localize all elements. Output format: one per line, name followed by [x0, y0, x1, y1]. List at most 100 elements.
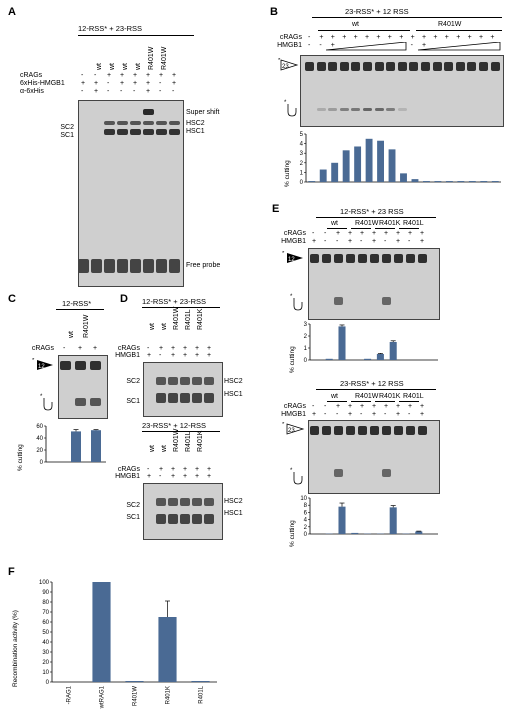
panel-c-hairpin-band — [90, 398, 101, 406]
panel-a-antihis-sign-6: - — [159, 88, 162, 95]
panel-a-supershift-label: Super shift — [186, 109, 220, 116]
panel-d-crags-sign-1: + — [159, 345, 164, 352]
panel-e-hmgb1-sign-9: + — [420, 411, 425, 418]
panel-d-lane-4: R401K — [197, 308, 204, 330]
panel-e-bottom-title: 23-RSS* + 12 RSS — [340, 379, 404, 388]
panel-e-group-1: R401W — [355, 220, 379, 227]
panel-c-crags-sign-1: + — [78, 345, 83, 352]
panel-b-hmgb1-sign-1: - — [319, 42, 322, 49]
svg-text:*: * — [278, 58, 281, 64]
panel-d-sc1-band — [180, 393, 190, 403]
panel-b-substrate-band — [490, 62, 500, 71]
svg-text:*: * — [284, 100, 287, 106]
panel-e-hmgb1-sign-5: + — [372, 411, 377, 418]
panel-b-crags-sign-13: + — [456, 34, 461, 41]
panel-b-crags-sign-9: + — [410, 34, 415, 41]
panel-e-group-0: wt — [331, 393, 338, 400]
panel-e-substrate-band — [322, 426, 331, 435]
panel-f-ytick-label-5: 50 — [42, 630, 49, 636]
panel-a-title-rule — [78, 35, 194, 36]
panel-e-top-title: 12-RSS* + 23 RSS — [340, 207, 404, 216]
panel-e-top-chart: 0 1 2 3 — [304, 322, 438, 364]
panel-d-hmgb1-sign-0: + — [147, 352, 152, 359]
panel-b-crags-sign-16: + — [490, 34, 495, 41]
panel-e-group-rule-1 — [351, 228, 371, 229]
panel-b-titration-wedges — [326, 42, 501, 51]
panel-b-probe-label: 23 — [282, 64, 289, 70]
panel-e-hmgb1-sign-6: - — [384, 411, 387, 418]
panel-a-variant-4: R401W — [148, 46, 155, 70]
panel-d-top-hsc1: HSC1 — [224, 391, 243, 398]
panel-e-substrate-band — [394, 426, 403, 435]
panel-b-substrate-band — [455, 62, 465, 71]
panel-e-chart_top-bar-6 — [389, 342, 397, 360]
panel-d-hmgb1-sign-3: + — [183, 473, 188, 480]
panel-b-hmgb1-sign-9: - — [410, 42, 413, 49]
panel-d-lane-0: wt — [149, 445, 156, 452]
panel-e-hairpin-band — [334, 469, 343, 477]
panel-c-substrate-band — [75, 361, 86, 370]
panel-c-lane-1: R401W — [83, 314, 90, 338]
panel-d-top-rule — [142, 307, 220, 308]
panel-e-chart_bottom-ytick-label-4: 8 — [304, 503, 308, 509]
panel-d-lane-0: wt — [149, 323, 156, 330]
panel-b-substrate-band — [363, 62, 372, 71]
panel-e-crags-sign-8: + — [408, 230, 413, 237]
panel-d-top-crags-label: cRAGs — [117, 345, 140, 352]
panel-a-antihis-sign-0: - — [81, 88, 84, 95]
panel-e-substrate-band — [406, 254, 415, 263]
panel-e-probe-top-label: 12 — [288, 257, 295, 263]
panel-b-crags-sign-12: + — [444, 34, 449, 41]
panel-e-chart_bottom-bar-2 — [338, 506, 346, 534]
panel-d-letter: D — [120, 293, 128, 305]
panel-d-hmgb1-sign-4: + — [195, 473, 200, 480]
panel-c-hairpin-icon: * — [40, 394, 53, 411]
panel-b-substrate-band — [409, 62, 419, 71]
panel-d-bottom-gel — [143, 483, 223, 540]
panel-e-group-rule-3 — [399, 228, 419, 229]
panel-e-substrate-band — [310, 254, 319, 263]
panel-e-hmgb1-sign-9: + — [420, 238, 425, 245]
panel-a-hsc2-band — [143, 121, 154, 125]
panel-d-lane-1: wt — [161, 323, 168, 330]
svg-text:*: * — [40, 394, 43, 400]
panel-d-hmgb1-sign-0: + — [147, 473, 152, 480]
panel-f-ytick-label-4: 40 — [42, 640, 49, 646]
panel-b-bar-4 — [354, 146, 362, 182]
panel-b-substrate-band — [328, 62, 338, 71]
panel-b-crags-sign-14: + — [467, 34, 472, 41]
svg-text:*: * — [282, 422, 285, 428]
panel-b-substrate-band — [397, 62, 407, 71]
panel-b-substrate-band — [467, 62, 477, 71]
panel-e-chart_top-bar-4 — [364, 358, 372, 360]
panel-b-hairpin-icon: * — [284, 100, 297, 117]
panel-b-hairpin-band — [351, 108, 361, 111]
panel-a-hsc1-label: HSC1 — [186, 128, 205, 135]
panel-d-hmgb1-sign-1: - — [159, 473, 162, 480]
panel-b-gel — [300, 55, 504, 127]
panel-a-row-label-antihis: α-6xHis — [20, 88, 44, 95]
panel-a-antihis-sign-2: - — [107, 88, 110, 95]
panel-b-bar-11 — [434, 181, 442, 182]
panel-a-hsc2-band — [156, 121, 167, 125]
panel-f-ytick-label-10: 100 — [39, 580, 50, 586]
panel-c-substrate-band — [60, 361, 71, 370]
panel-a-variant-5: R401W — [161, 46, 168, 70]
panel-a-hsc2-label: HSC2 — [186, 120, 205, 127]
panel-a-hsc1-band — [156, 129, 167, 135]
panel-b-hmgb1-sign-0: - — [308, 42, 311, 49]
panel-e-group-rule-2 — [375, 401, 395, 402]
panel-e-group-2: R401K — [379, 220, 401, 227]
panel-f-bar-3 — [158, 617, 177, 682]
panel-b-bar-1 — [319, 169, 327, 182]
panel-a-hmgb1-sign-1: + — [94, 80, 99, 87]
panel-e-substrate-band — [310, 426, 319, 435]
panel-b-bar-13 — [457, 181, 465, 182]
panel-e-group-rule-0 — [327, 401, 347, 402]
panel-a-hsc1-band — [143, 129, 154, 135]
panel-c-letter: C — [8, 293, 16, 305]
panel-b-hairpin-band — [339, 108, 349, 111]
panel-d-lane-2: R401W — [173, 428, 180, 452]
panel-c-chart: 0 20 40 60 — [36, 424, 106, 466]
panel-d-bottom-title: 23-RSS* + 12-RSS — [142, 421, 206, 430]
